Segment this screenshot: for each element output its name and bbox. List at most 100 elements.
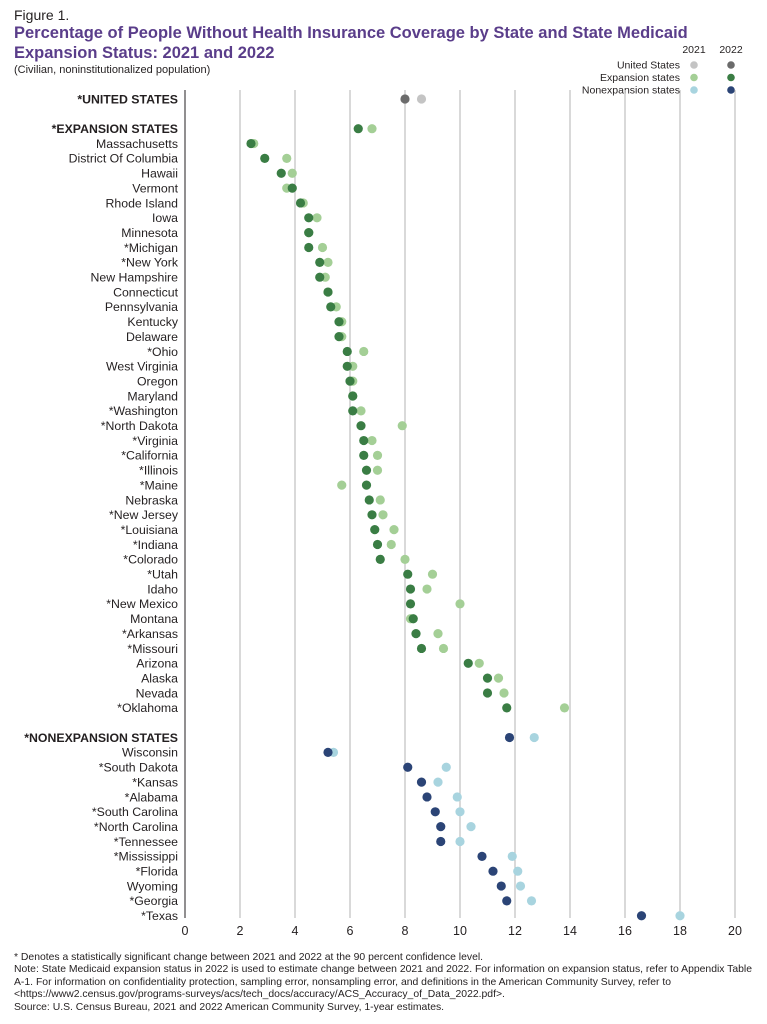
dot-2021: [452, 792, 462, 802]
dot-2022: [345, 376, 355, 386]
dot-2021: [372, 450, 383, 460]
dot-2022: [436, 822, 446, 832]
dot-2021: [356, 406, 366, 416]
dot-2022: [405, 584, 416, 594]
group-label: *UNITED STATES: [77, 92, 178, 106]
dot-2022: [403, 762, 413, 772]
row-label: Minnesota: [121, 226, 178, 240]
dot-2022: [260, 153, 270, 163]
x-tick-label: 4: [292, 924, 299, 938]
row-label: Connecticut: [113, 285, 179, 299]
dot-2022: [482, 688, 493, 698]
dot-2022: [502, 703, 512, 713]
dot-2021: [337, 480, 347, 490]
dot-2021: [282, 153, 292, 163]
dot-2022: [488, 866, 498, 876]
dot-2021: [675, 911, 685, 921]
x-tick-label: 12: [508, 924, 522, 938]
dot-2021: [312, 213, 322, 223]
dot-2021: [507, 851, 517, 861]
row-label: West Virginia: [106, 360, 178, 374]
row-label: *Indiana: [133, 538, 178, 552]
dot-plot: 0 2 4 6 8 10 12 14 16 18 20 *UNITED STATES *EXPANSIO…: [24, 90, 742, 938]
row-label: *Florida: [136, 865, 179, 879]
dot-2021: [372, 465, 383, 475]
dot-2021: [499, 688, 509, 698]
dot-2022: [359, 450, 369, 460]
dot-2022: [482, 673, 493, 683]
dot-2022: [353, 124, 363, 134]
dot-2021: [515, 881, 526, 891]
dot-2022: [334, 332, 344, 342]
dot-2022: [342, 361, 352, 371]
row-label: Rhode Island: [106, 196, 179, 210]
row-label: *Oklahoma: [117, 701, 178, 715]
dot-2022: [361, 480, 372, 490]
row-label: *Colorado: [123, 553, 178, 567]
dot-2022: [405, 599, 416, 609]
dot-2022: [370, 525, 380, 535]
dot-2022: [348, 391, 358, 401]
dot-2021: [400, 554, 410, 564]
dot-2022: [334, 317, 344, 327]
row-label: *Michigan: [124, 241, 178, 255]
chart-subtitle: (Civilian, noninstitutionalized populati…: [14, 64, 211, 76]
row-label: *Maine: [140, 478, 178, 492]
footnotes: * Denotes a statistically significant ch…: [14, 952, 759, 1014]
dot-2022: [304, 242, 314, 253]
row-label: Iowa: [152, 211, 178, 225]
row-label: Oregon: [137, 374, 178, 388]
chart-title: Percentage of People Without Health Insu…: [14, 24, 688, 62]
x-tick-label: 8: [402, 924, 409, 938]
row-label: *Missouri: [127, 642, 178, 656]
dot-2022: [276, 168, 286, 178]
dot-2021: [493, 673, 504, 683]
row-label: *Virginia: [132, 434, 178, 448]
dot-2021: [422, 584, 432, 594]
row-label: *Illinois: [139, 464, 178, 478]
dot-2021: [466, 822, 476, 832]
dot-2021: [455, 599, 465, 609]
dot-2021: [375, 495, 385, 505]
dot-2021: [559, 703, 570, 713]
row-label: *Utah: [147, 568, 178, 582]
dot-2022: [304, 228, 314, 238]
x-tick-label: 2: [237, 924, 244, 938]
dot-2022: [342, 346, 352, 357]
x-tick-label: 10: [453, 924, 467, 938]
dot-2022: [636, 911, 647, 921]
dot-2022: [323, 747, 333, 758]
row-label: *New Mexico: [106, 597, 178, 611]
row-label: Kentucky: [127, 315, 178, 329]
dot-2022: [496, 881, 506, 891]
group-label: *NONEXPANSION STATES: [24, 731, 178, 745]
row-label: Montana: [130, 612, 178, 626]
footnote-note: Note: State Medicaid expansion status in…: [14, 964, 753, 1001]
dot-2022: [416, 777, 427, 787]
x-tick-label: 14: [563, 924, 577, 938]
row-label: Maryland: [127, 389, 178, 403]
dot-2021: [367, 435, 377, 446]
dot-2022: [372, 539, 383, 550]
dot-2022: [502, 896, 512, 906]
dot-2022: [367, 510, 377, 520]
row-label: *Mississippi: [114, 850, 178, 864]
row-label: *Georgia: [129, 894, 178, 908]
row-label: Nevada: [136, 686, 179, 700]
row-label: *New Jersey: [109, 508, 179, 522]
dot-2021: [323, 257, 333, 267]
dot-2021: [433, 777, 443, 787]
row-label: Delaware: [126, 330, 178, 344]
row-label: *South Dakota: [99, 761, 178, 775]
dot-2022: [304, 213, 314, 223]
dot-2022: [364, 495, 374, 505]
dot-2022: [416, 643, 427, 654]
dot-2021: [367, 124, 377, 134]
dot-2022: [430, 807, 440, 817]
figure-label: Figure 1.: [14, 7, 70, 23]
dot-2022: [348, 406, 358, 416]
dot-2022: [436, 836, 446, 847]
dot-2021: [416, 94, 427, 104]
dot-2022: [411, 629, 421, 639]
dot-2021: [287, 168, 297, 178]
